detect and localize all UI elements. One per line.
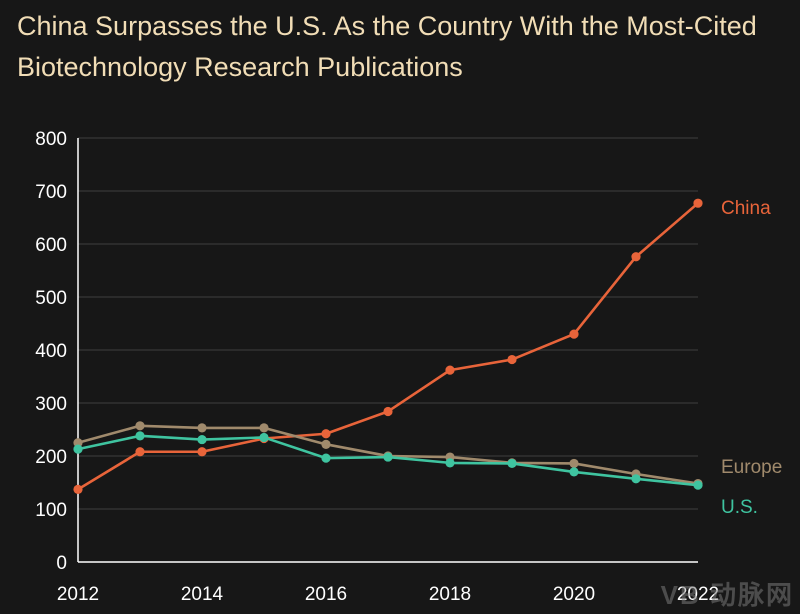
data-point xyxy=(693,480,703,490)
data-point xyxy=(321,439,331,449)
x-tick-label: 2022 xyxy=(677,584,719,605)
data-point xyxy=(197,423,207,433)
data-point xyxy=(445,458,455,468)
gridlines xyxy=(78,137,698,510)
data-point xyxy=(445,365,455,375)
data-point xyxy=(383,452,393,462)
data-point xyxy=(135,421,145,431)
series-label: U.S. xyxy=(721,497,758,518)
series-labels: China Europe U.S. xyxy=(721,198,782,518)
data-point xyxy=(321,429,331,439)
series-line-china xyxy=(77,202,699,491)
data-point xyxy=(197,447,207,457)
x-tick-label: 2012 xyxy=(57,584,99,605)
x-tick-label: 2020 xyxy=(553,584,595,605)
data-point xyxy=(631,474,641,484)
data-point xyxy=(73,438,83,448)
y-tick-label: 700 xyxy=(35,182,67,203)
data-point xyxy=(259,432,269,443)
y-tick-label: 0 xyxy=(56,553,67,574)
y-tick-label: 800 xyxy=(35,129,67,150)
data-point xyxy=(259,423,269,433)
data-point xyxy=(631,252,641,262)
data-point xyxy=(73,484,83,494)
chart-title: China Surpasses the U.S. As the Country … xyxy=(17,11,757,82)
y-tick-label: 500 xyxy=(35,288,67,309)
data-point xyxy=(73,444,83,454)
data-point xyxy=(321,453,331,463)
data-point xyxy=(507,458,517,469)
series-lines xyxy=(73,198,703,494)
data-point xyxy=(693,198,703,208)
data-point xyxy=(569,329,579,339)
data-point xyxy=(569,458,579,469)
x-tick-label: 2018 xyxy=(429,584,471,605)
y-tick-label: 400 xyxy=(35,341,67,362)
x-tick-label: 2014 xyxy=(181,584,224,605)
y-tick-label: 100 xyxy=(35,500,67,521)
y-tick-label: 200 xyxy=(35,447,67,468)
y-tick-label: 600 xyxy=(35,235,67,256)
series-label: China xyxy=(721,198,771,219)
y-tick-labels: 0 100 200 300 400 500 600 700 800 xyxy=(35,129,67,574)
series-label: Europe xyxy=(721,457,782,478)
data-point xyxy=(135,431,145,441)
data-point xyxy=(507,354,517,365)
data-point xyxy=(197,434,207,445)
y-tick-label: 300 xyxy=(35,394,67,415)
data-point xyxy=(135,447,145,457)
data-point xyxy=(569,467,579,477)
data-point xyxy=(383,406,393,417)
x-tick-labels: 2012 2014 2016 2018 2020 2022 xyxy=(57,584,719,605)
x-tick-label: 2016 xyxy=(305,584,347,605)
watermark-logo: VB 动脉网 xyxy=(660,580,794,610)
